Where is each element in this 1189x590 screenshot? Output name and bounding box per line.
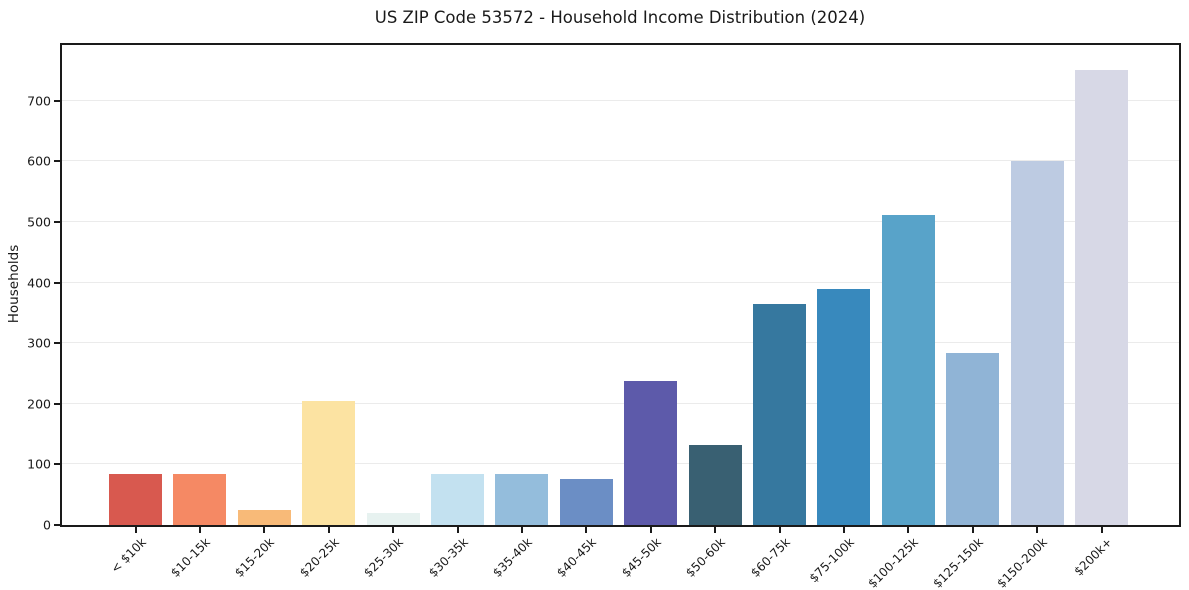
x-tick xyxy=(649,527,652,533)
y-tick xyxy=(54,99,60,102)
y-tick-label: 100 xyxy=(27,456,51,472)
x-tick xyxy=(714,527,717,533)
income-bar xyxy=(173,474,227,525)
x-tick-label: $25-30k xyxy=(361,535,406,580)
x-tick-label: $30-35k xyxy=(425,535,471,580)
income-bar xyxy=(1010,161,1064,525)
x-tick-label: $125-150k xyxy=(929,535,986,590)
income-bar xyxy=(559,478,613,525)
y-tick-label: 200 xyxy=(27,396,51,412)
x-tick xyxy=(327,527,330,533)
y-tick-label: 300 xyxy=(27,335,51,351)
x-tick-label: $45-50k xyxy=(618,535,664,580)
gridline-500 xyxy=(62,220,1179,222)
x-tick-label: < $10k xyxy=(107,535,149,576)
income-bar xyxy=(817,288,871,525)
y-tick xyxy=(54,160,60,163)
income-bar xyxy=(495,474,549,525)
x-tick xyxy=(842,527,845,533)
x-tick-label: $35-40k xyxy=(489,535,535,580)
income-bar xyxy=(753,303,806,525)
plot-area xyxy=(60,43,1181,527)
y-axis-label: Households xyxy=(6,244,22,324)
x-tick-label: $10-15k xyxy=(167,535,213,580)
y-tick xyxy=(54,342,60,345)
x-tick-label: $200k+ xyxy=(1070,535,1115,579)
x-tick xyxy=(198,527,201,533)
y-tick-label: 500 xyxy=(27,214,51,230)
x-tick xyxy=(456,527,459,533)
gridline-200 xyxy=(62,402,1179,404)
y-tick-label: 0 xyxy=(43,517,51,533)
x-tick xyxy=(1036,527,1039,533)
x-tick xyxy=(585,527,588,533)
x-tick-label: $15-20k xyxy=(232,535,278,580)
x-tick xyxy=(392,527,395,533)
income-bar xyxy=(109,474,162,525)
x-tick xyxy=(520,527,523,533)
y-tick-label: 600 xyxy=(27,153,51,169)
x-tick-label: $60-75k xyxy=(747,535,793,580)
x-tick xyxy=(971,527,974,533)
x-tick-label: $20-25k xyxy=(296,535,342,580)
x-tick xyxy=(778,527,781,533)
income-bar xyxy=(1075,70,1128,525)
gridline-700 xyxy=(62,99,1179,101)
gridline-100 xyxy=(62,463,1179,465)
income-bar xyxy=(431,474,484,525)
income-bar xyxy=(237,510,291,525)
gridline-400 xyxy=(62,281,1179,283)
income-bar xyxy=(624,380,678,525)
x-tick-label: $100-125k xyxy=(865,535,922,590)
income-bar xyxy=(688,445,742,525)
gridline-300 xyxy=(62,342,1179,344)
y-tick xyxy=(54,281,60,284)
y-tick xyxy=(54,402,60,405)
income-bar xyxy=(881,214,935,525)
x-tick-label: $50-60k xyxy=(683,535,728,580)
income-bar xyxy=(366,512,420,525)
y-tick xyxy=(54,463,60,466)
y-tick-label: 700 xyxy=(27,93,51,109)
x-tick xyxy=(263,527,266,533)
x-tick xyxy=(1100,527,1103,533)
x-tick xyxy=(134,527,137,533)
x-tick-label: $40-45k xyxy=(554,535,600,580)
x-tick-label: $75-100k xyxy=(806,535,857,586)
x-tick xyxy=(907,527,910,533)
gridline-600 xyxy=(62,160,1179,162)
x-tick-label: $150-200k xyxy=(994,535,1050,590)
income-bar xyxy=(946,352,1000,525)
chart-title: US ZIP Code 53572 - Household Income Dis… xyxy=(374,8,866,27)
y-tick-label: 400 xyxy=(27,275,51,291)
y-tick xyxy=(54,524,60,526)
income-bar xyxy=(302,400,356,525)
y-tick xyxy=(54,220,60,223)
